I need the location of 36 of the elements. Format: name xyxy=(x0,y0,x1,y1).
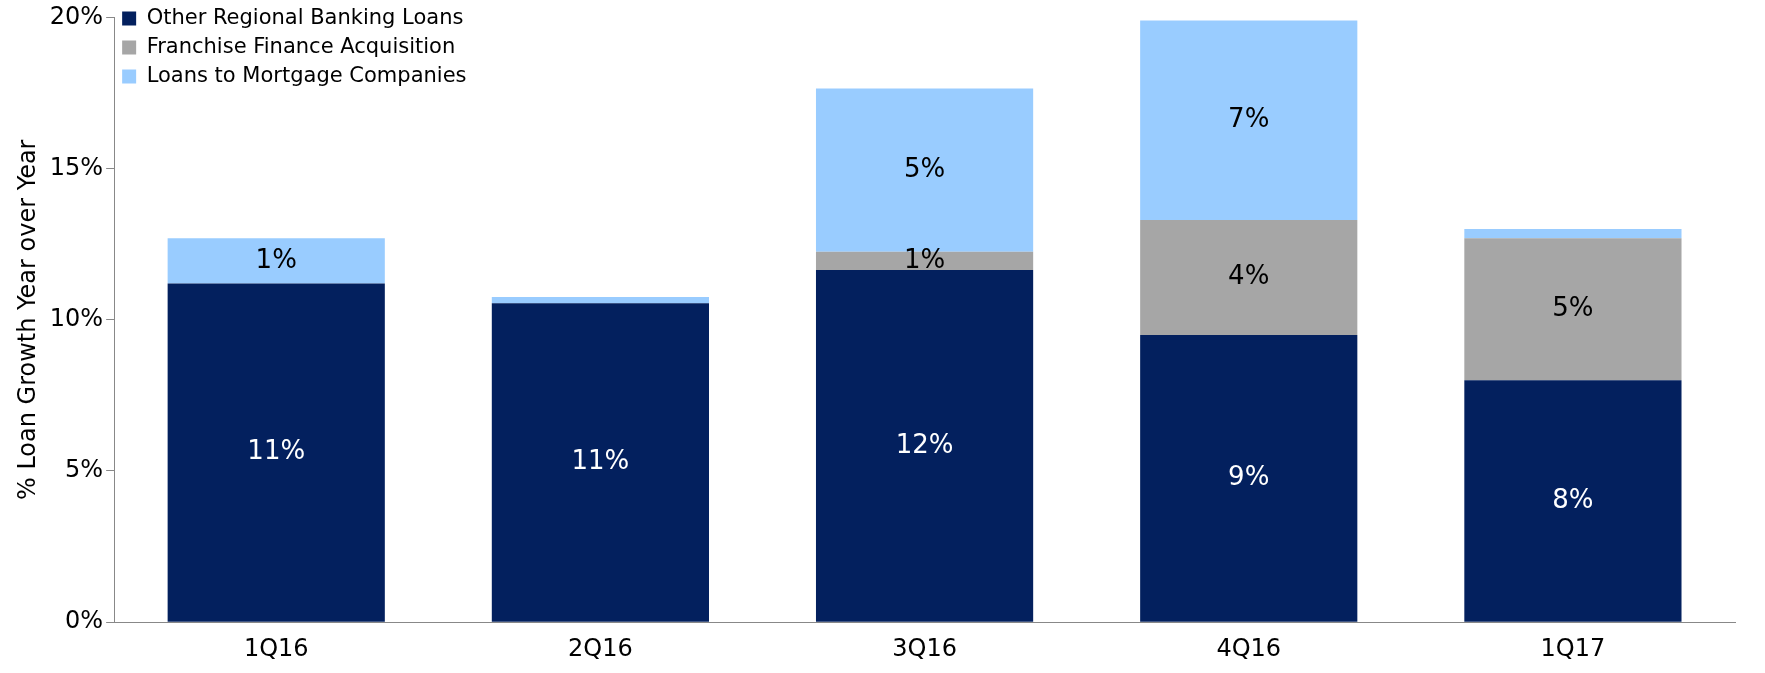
data-label: 9% xyxy=(1228,461,1270,492)
x-tick-label: 1Q16 xyxy=(243,633,309,662)
bar xyxy=(1140,20,1358,221)
bar xyxy=(491,297,709,304)
legend-label: Loans to Mortgage Companies xyxy=(146,62,467,87)
bar xyxy=(1464,238,1682,381)
data-label: 1% xyxy=(255,243,297,274)
data-label: 12% xyxy=(895,428,954,459)
bar xyxy=(167,283,385,622)
x-tick-label: 4Q16 xyxy=(1216,633,1282,662)
bar xyxy=(1464,380,1682,622)
x-tick-label: 1Q17 xyxy=(1540,633,1606,662)
data-label: 8% xyxy=(1552,483,1594,514)
bar xyxy=(1140,220,1358,335)
data-label: 11% xyxy=(247,435,306,466)
data-label: 4% xyxy=(1228,260,1270,291)
y-tick-label: 10% xyxy=(49,304,104,333)
y-tick-label: 0% xyxy=(65,606,104,635)
data-label: 5% xyxy=(903,152,946,183)
y-tick-label: 5% xyxy=(65,455,104,484)
legend-label: Other Regional Banking Loans xyxy=(146,4,464,29)
x-tick-label: 2Q16 xyxy=(568,633,633,662)
y-axis-title: % Loan Growth Year over Year xyxy=(12,139,41,501)
data-label: 5% xyxy=(1552,291,1594,322)
legend-label: Franchise Finance Acquisition xyxy=(146,33,456,58)
bar xyxy=(491,303,709,622)
y-tick-label: 20% xyxy=(49,1,104,30)
bar xyxy=(1464,229,1682,239)
x-tick-label: 3Q16 xyxy=(892,633,957,662)
y-tick-label: 15% xyxy=(49,152,104,181)
bar xyxy=(167,238,385,284)
data-label: 11% xyxy=(571,445,630,476)
data-label: 7% xyxy=(1228,102,1270,133)
bar xyxy=(815,269,1034,622)
bar xyxy=(1140,334,1358,622)
data-label: 1% xyxy=(903,243,946,274)
